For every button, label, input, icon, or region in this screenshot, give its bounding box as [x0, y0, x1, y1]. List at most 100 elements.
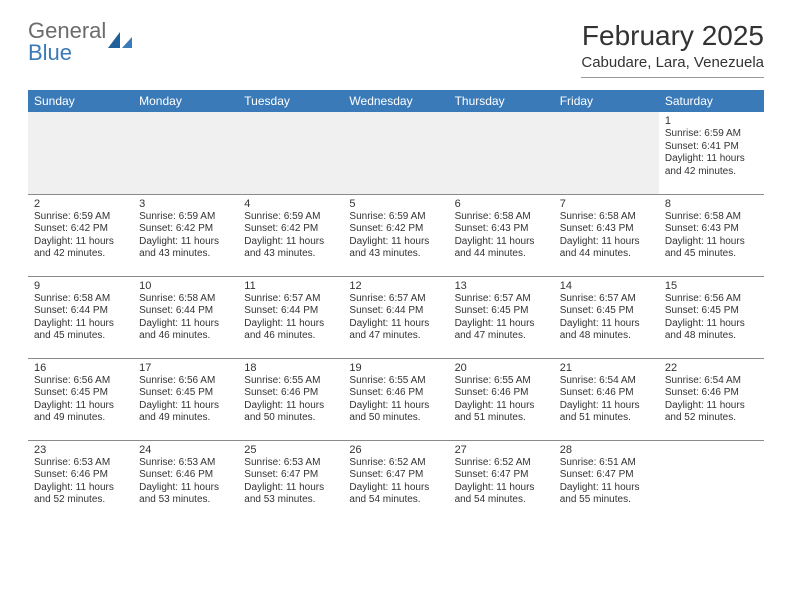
sunset-text: Sunset: 6:47 PM [244, 469, 337, 482]
sunset-text: Sunset: 6:42 PM [244, 223, 337, 236]
day-number: 4 [244, 198, 337, 210]
calendar-cell [659, 440, 764, 522]
day-number: 2 [34, 198, 127, 210]
sunset-text: Sunset: 6:45 PM [560, 305, 653, 318]
sunset-text: Sunset: 6:44 PM [34, 305, 127, 318]
day-number: 3 [139, 198, 232, 210]
calendar-cell: 5Sunrise: 6:59 AMSunset: 6:42 PMDaylight… [343, 194, 448, 276]
sunrise-text: Sunrise: 6:59 AM [349, 211, 442, 224]
weekday-header: Thursday [449, 90, 554, 112]
daylight-text: Daylight: 11 hours and 51 minutes. [560, 400, 653, 425]
sunrise-text: Sunrise: 6:55 AM [455, 375, 548, 388]
sunset-text: Sunset: 6:44 PM [139, 305, 232, 318]
calendar-cell [133, 112, 238, 194]
sunrise-text: Sunrise: 6:56 AM [34, 375, 127, 388]
calendar-cell: 24Sunrise: 6:53 AMSunset: 6:46 PMDayligh… [133, 440, 238, 522]
calendar-week-row: 9Sunrise: 6:58 AMSunset: 6:44 PMDaylight… [28, 276, 764, 358]
calendar-cell: 11Sunrise: 6:57 AMSunset: 6:44 PMDayligh… [238, 276, 343, 358]
weekday-header: Friday [554, 90, 659, 112]
weekday-header: Monday [133, 90, 238, 112]
sunrise-text: Sunrise: 6:57 AM [560, 293, 653, 306]
calendar-cell: 16Sunrise: 6:56 AMSunset: 6:45 PMDayligh… [28, 358, 133, 440]
title-block: February 2025 Cabudare, Lara, Venezuela [581, 20, 764, 78]
sunset-text: Sunset: 6:45 PM [34, 387, 127, 400]
daylight-text: Daylight: 11 hours and 46 minutes. [244, 318, 337, 343]
sunset-text: Sunset: 6:42 PM [349, 223, 442, 236]
sunrise-text: Sunrise: 6:57 AM [455, 293, 548, 306]
daylight-text: Daylight: 11 hours and 43 minutes. [244, 236, 337, 261]
calendar-cell: 10Sunrise: 6:58 AMSunset: 6:44 PMDayligh… [133, 276, 238, 358]
day-number: 8 [665, 198, 758, 210]
daylight-text: Daylight: 11 hours and 44 minutes. [560, 236, 653, 261]
daylight-text: Daylight: 11 hours and 45 minutes. [665, 236, 758, 261]
calendar-week-row: 2Sunrise: 6:59 AMSunset: 6:42 PMDaylight… [28, 194, 764, 276]
day-number: 19 [349, 362, 442, 374]
sunset-text: Sunset: 6:41 PM [665, 141, 758, 154]
day-number: 10 [139, 280, 232, 292]
calendar-page: General Blue February 2025 Cabudare, Lar… [0, 0, 792, 542]
sunrise-text: Sunrise: 6:52 AM [455, 457, 548, 470]
calendar-cell: 19Sunrise: 6:55 AMSunset: 6:46 PMDayligh… [343, 358, 448, 440]
sunset-text: Sunset: 6:46 PM [560, 387, 653, 400]
calendar-cell: 21Sunrise: 6:54 AMSunset: 6:46 PMDayligh… [554, 358, 659, 440]
day-number: 6 [455, 198, 548, 210]
calendar-cell: 12Sunrise: 6:57 AMSunset: 6:44 PMDayligh… [343, 276, 448, 358]
day-number: 15 [665, 280, 758, 292]
day-number: 13 [455, 280, 548, 292]
sunrise-text: Sunrise: 6:53 AM [139, 457, 232, 470]
day-number: 11 [244, 280, 337, 292]
logo: General Blue [28, 20, 134, 64]
sunrise-text: Sunrise: 6:57 AM [244, 293, 337, 306]
calendar-cell: 27Sunrise: 6:52 AMSunset: 6:47 PMDayligh… [449, 440, 554, 522]
sunrise-text: Sunrise: 6:56 AM [139, 375, 232, 388]
sunrise-text: Sunrise: 6:59 AM [665, 128, 758, 141]
sunset-text: Sunset: 6:45 PM [665, 305, 758, 318]
sunrise-text: Sunrise: 6:55 AM [244, 375, 337, 388]
calendar-cell: 1Sunrise: 6:59 AMSunset: 6:41 PMDaylight… [659, 112, 764, 194]
daylight-text: Daylight: 11 hours and 44 minutes. [455, 236, 548, 261]
day-number: 5 [349, 198, 442, 210]
sunrise-text: Sunrise: 6:59 AM [244, 211, 337, 224]
sunset-text: Sunset: 6:42 PM [34, 223, 127, 236]
weekday-header: Saturday [659, 90, 764, 112]
logo-text: General Blue [28, 20, 106, 64]
weekday-header: Tuesday [238, 90, 343, 112]
daylight-text: Daylight: 11 hours and 52 minutes. [665, 400, 758, 425]
daylight-text: Daylight: 11 hours and 54 minutes. [455, 482, 548, 507]
daylight-text: Daylight: 11 hours and 48 minutes. [560, 318, 653, 343]
sunset-text: Sunset: 6:43 PM [560, 223, 653, 236]
daylight-text: Daylight: 11 hours and 47 minutes. [455, 318, 548, 343]
day-number: 25 [244, 444, 337, 456]
day-number: 17 [139, 362, 232, 374]
calendar-cell: 23Sunrise: 6:53 AMSunset: 6:46 PMDayligh… [28, 440, 133, 522]
calendar-cell: 2Sunrise: 6:59 AMSunset: 6:42 PMDaylight… [28, 194, 133, 276]
page-title: February 2025 [581, 20, 764, 52]
daylight-text: Daylight: 11 hours and 54 minutes. [349, 482, 442, 507]
sunset-text: Sunset: 6:43 PM [665, 223, 758, 236]
sunset-text: Sunset: 6:46 PM [349, 387, 442, 400]
sunrise-text: Sunrise: 6:58 AM [455, 211, 548, 224]
weekday-header: Wednesday [343, 90, 448, 112]
day-number: 16 [34, 362, 127, 374]
day-number: 26 [349, 444, 442, 456]
sunrise-text: Sunrise: 6:54 AM [560, 375, 653, 388]
weekday-header: Sunday [28, 90, 133, 112]
daylight-text: Daylight: 11 hours and 43 minutes. [139, 236, 232, 261]
daylight-text: Daylight: 11 hours and 43 minutes. [349, 236, 442, 261]
sunrise-text: Sunrise: 6:57 AM [349, 293, 442, 306]
day-number: 24 [139, 444, 232, 456]
calendar-cell [28, 112, 133, 194]
day-number: 28 [560, 444, 653, 456]
sunset-text: Sunset: 6:45 PM [139, 387, 232, 400]
sunset-text: Sunset: 6:46 PM [665, 387, 758, 400]
sunrise-text: Sunrise: 6:59 AM [34, 211, 127, 224]
page-subtitle: Cabudare, Lara, Venezuela [581, 54, 764, 71]
day-number: 14 [560, 280, 653, 292]
calendar-cell [238, 112, 343, 194]
daylight-text: Daylight: 11 hours and 45 minutes. [34, 318, 127, 343]
calendar-cell: 20Sunrise: 6:55 AMSunset: 6:46 PMDayligh… [449, 358, 554, 440]
sunrise-text: Sunrise: 6:51 AM [560, 457, 653, 470]
sunset-text: Sunset: 6:42 PM [139, 223, 232, 236]
day-number: 12 [349, 280, 442, 292]
daylight-text: Daylight: 11 hours and 53 minutes. [244, 482, 337, 507]
